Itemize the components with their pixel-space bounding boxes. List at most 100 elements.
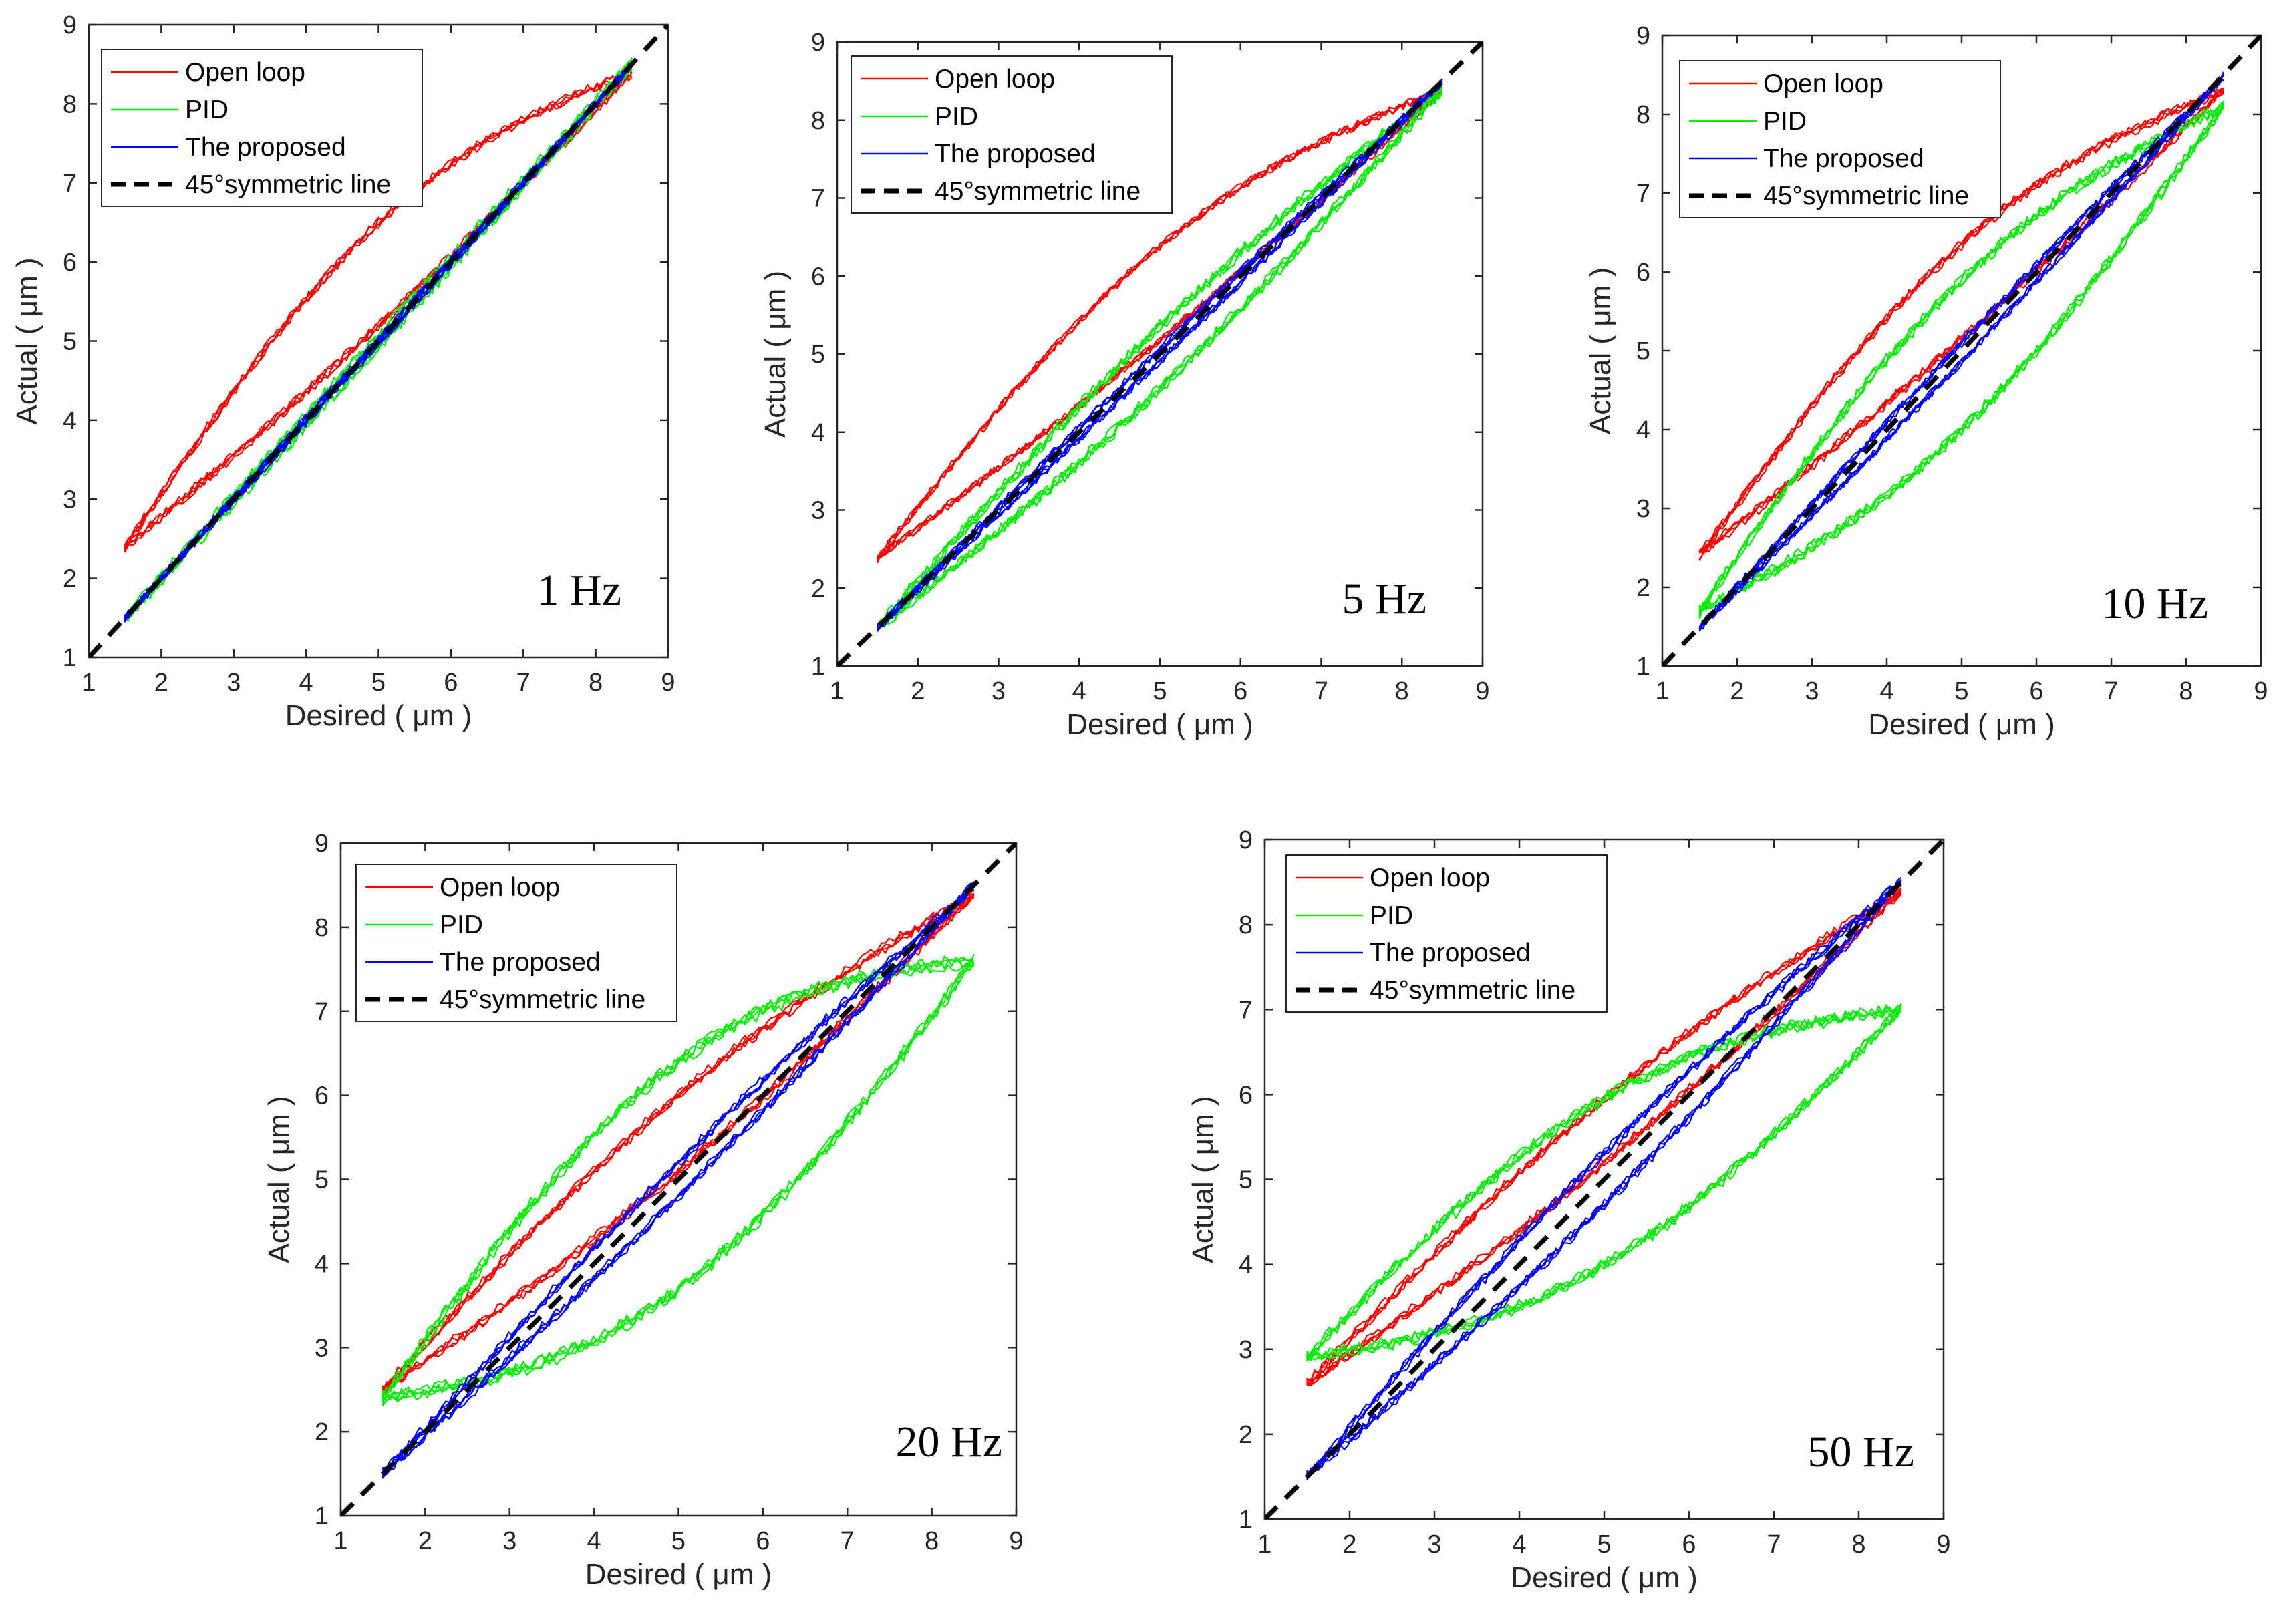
x-tick-label: 9 xyxy=(1936,1530,1950,1559)
legend-box xyxy=(101,49,423,207)
series-line-proposed xyxy=(124,60,633,620)
x-tick-label: 9 xyxy=(2254,677,2268,705)
series-line-open-loop xyxy=(877,90,1442,564)
legend: Open loop PID The proposed 45°symmetric lin… xyxy=(1285,854,1608,1013)
series-line-pid xyxy=(1698,100,2225,614)
x-tick-label: 6 xyxy=(444,669,458,697)
x-axis-label: Desired ( μm ) xyxy=(1511,1561,1698,1594)
x-tick-label: 4 xyxy=(1879,677,1893,705)
x-tick-label: 3 xyxy=(992,677,1006,705)
series-line-proposed xyxy=(1698,73,2224,629)
y-tick-label: 7 xyxy=(63,170,77,198)
legend-label-open-loop: Open loop xyxy=(1370,864,1490,892)
y-tick-label: 6 xyxy=(811,263,825,291)
series-line-pid xyxy=(382,962,975,1406)
y-tick-label: 6 xyxy=(1636,259,1650,287)
y-axis-label: Actual ( μm ) xyxy=(11,257,43,424)
legend-box xyxy=(1679,60,2001,218)
x-tick-label: 2 xyxy=(911,677,925,705)
series-group xyxy=(1662,35,2261,666)
x-axis-label: Desired ( μm ) xyxy=(1868,708,2055,741)
x-tick-label: 8 xyxy=(1851,1530,1865,1559)
x-axis-label: Desired ( μm ) xyxy=(285,699,472,732)
y-tick-label: 1 xyxy=(1239,1506,1253,1534)
legend-label-open-loop: Open loop xyxy=(185,58,305,87)
legend-label-proposed: The proposed xyxy=(440,948,601,977)
y-tick-label: 8 xyxy=(1239,911,1253,939)
y-tick-label: 9 xyxy=(315,830,329,858)
y-tick-label: 9 xyxy=(1239,826,1253,854)
x-tick-label: 1 xyxy=(1257,1530,1271,1559)
series-line-open-loop xyxy=(382,893,974,1392)
frequency-annotation: 50 Hz xyxy=(1808,1428,1914,1476)
legend-box xyxy=(851,55,1173,214)
legend-label-pid: PID xyxy=(1370,901,1413,930)
x-axis-label: Desired ( μm ) xyxy=(1066,708,1253,741)
series-line-proposed xyxy=(382,881,975,1478)
y-tick-label: 9 xyxy=(1636,22,1650,50)
x-tick-label: 8 xyxy=(925,1527,939,1555)
chart-panel-5hz: 1 2 3 4 5 6 7 8 9 1 2 3 4 5 6 7 8 9 Desired ( μm ) Actual (… xyxy=(759,29,1490,741)
x-tick-label: 3 xyxy=(502,1527,516,1555)
x-tick-label: 8 xyxy=(589,669,603,697)
series-line-symmetric-line xyxy=(341,843,1016,1516)
legend: Open loop PID The proposed 45°symmetric lin… xyxy=(101,49,423,207)
frequency-annotation: 20 Hz xyxy=(896,1418,1002,1466)
y-tick-label: 2 xyxy=(315,1418,329,1446)
y-tick-label: 5 xyxy=(63,328,77,356)
series-line-symmetric-line xyxy=(89,25,668,657)
x-tick-label: 7 xyxy=(2104,677,2118,705)
y-axis-label: Actual ( μm ) xyxy=(1187,1096,1219,1263)
x-tick-label: 5 xyxy=(1153,677,1167,705)
y-axis-label: Actual ( μm ) xyxy=(1584,267,1617,434)
y-tick-label: 4 xyxy=(315,1250,329,1278)
y-tick-label: 6 xyxy=(63,249,77,277)
legend-box xyxy=(1285,854,1608,1013)
y-tick-label: 8 xyxy=(63,90,77,118)
legend: Open loop PID The proposed 45°symmetric lin… xyxy=(1679,60,2001,218)
y-tick-label: 3 xyxy=(315,1334,329,1362)
legend-label-symmetric-line: 45°symmetric line xyxy=(1370,976,1575,1005)
x-tick-label: 1 xyxy=(82,669,96,697)
x-axis-label: Desired ( μm ) xyxy=(585,1558,772,1591)
legend-label-pid: PID xyxy=(440,911,483,939)
legend-label-open-loop: Open loop xyxy=(1763,69,1883,98)
legend-label-pid: PID xyxy=(935,102,978,131)
y-tick-label: 8 xyxy=(1636,101,1650,129)
x-tick-label: 4 xyxy=(1072,677,1086,705)
chart-panel-1hz: 1 2 3 4 5 6 7 8 9 1 2 3 4 5 6 7 8 9 Desired ( μm ) Actual (… xyxy=(11,11,675,732)
x-tick-label: 6 xyxy=(2029,677,2043,705)
chart-panel-20hz: 1 2 3 4 5 6 7 8 9 1 2 3 4 5 6 7 8 9 Desired ( μm ) Actual (… xyxy=(263,830,1024,1591)
x-tick-label: 5 xyxy=(371,669,386,697)
y-tick-label: 2 xyxy=(1239,1421,1253,1449)
x-tick-label: 1 xyxy=(830,677,844,705)
x-tick-label: 5 xyxy=(1954,677,1968,705)
legend-label-pid: PID xyxy=(185,96,229,124)
x-tick-label: 4 xyxy=(587,1527,601,1555)
y-tick-label: 2 xyxy=(1636,574,1650,602)
legend-label-open-loop: Open loop xyxy=(935,65,1055,94)
x-tick-label: 7 xyxy=(1314,677,1328,705)
legend: Open loop PID The proposed 45°symmetric lin… xyxy=(851,55,1173,214)
x-tick-label: 2 xyxy=(1730,677,1744,705)
chart-panel-50hz: 1 2 3 4 5 6 7 8 9 1 2 3 4 5 6 7 8 9 Desired ( μm ) Actual (… xyxy=(1187,826,1951,1594)
y-tick-label: 5 xyxy=(1239,1166,1253,1194)
y-axis-label: Actual ( μm ) xyxy=(263,1096,295,1263)
legend-box xyxy=(355,864,677,1022)
x-tick-label: 5 xyxy=(1597,1530,1611,1559)
x-tick-label: 9 xyxy=(661,669,675,697)
frequency-annotation: 10 Hz xyxy=(2102,579,2208,628)
legend-label-proposed: The proposed xyxy=(185,133,346,162)
y-tick-label: 6 xyxy=(1239,1081,1253,1109)
series-group xyxy=(1265,840,1944,1519)
legend-label-symmetric-line: 45°symmetric line xyxy=(185,170,391,199)
frequency-annotation: 1 Hz xyxy=(537,566,621,615)
legend-label-pid: PID xyxy=(1763,107,1807,136)
y-axis-label: Actual ( μm ) xyxy=(759,271,792,438)
x-tick-label: 6 xyxy=(1233,677,1247,705)
frequency-annotation: 5 Hz xyxy=(1342,575,1426,623)
y-tick-label: 2 xyxy=(63,565,77,593)
y-tick-label: 5 xyxy=(1636,337,1650,365)
y-tick-label: 6 xyxy=(315,1082,329,1110)
x-tick-label: 3 xyxy=(226,669,241,697)
